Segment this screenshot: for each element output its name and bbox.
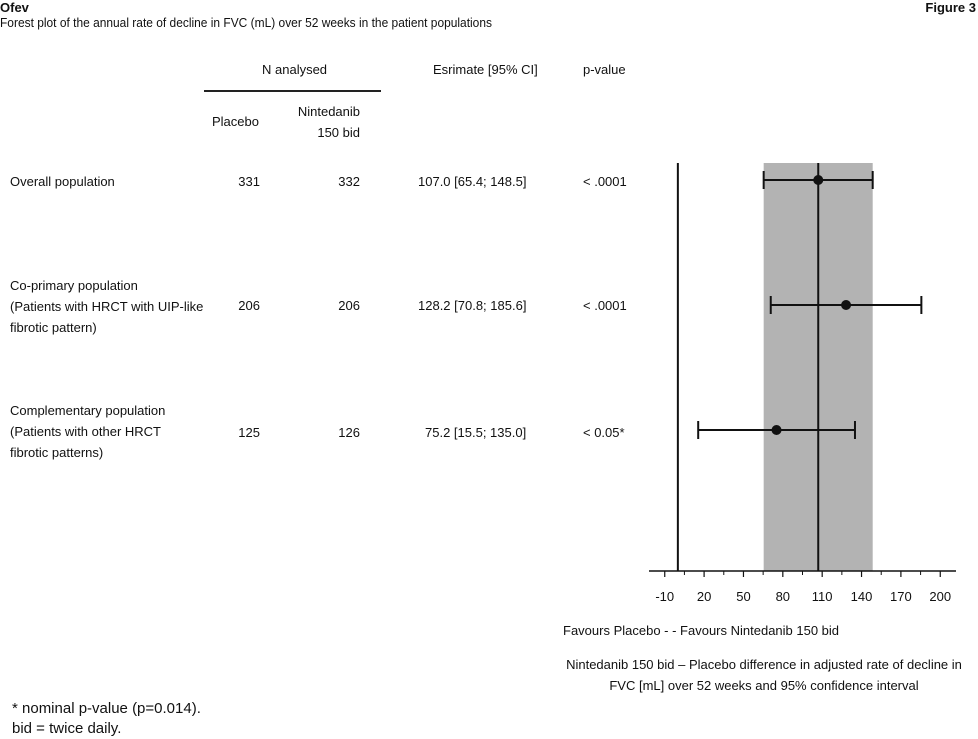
row-label-line: (Patients with HRCT with UIP-like [10,299,204,314]
header-rule [204,90,381,92]
estimate-overall: 107.0 [65.4; 148.5] [418,174,527,189]
row-label-line: Complementary population [10,403,166,418]
nintedanib-header-line2: 150 bid [317,125,360,140]
nintedanib-header-line1: Nintedanib [297,104,360,119]
row-label-coprimary: Co-primary population (Patients with HRC… [10,275,203,338]
row-label-line: Overall population [10,174,115,189]
x-tick-label: -10 [655,589,674,604]
row-label-line: fibrotic patterns) [10,445,104,460]
pvalue-complementary: < 0.05* [583,425,625,440]
footnote-pvalue: * nominal p-value (p=0.014). [12,700,201,717]
row-label-line: fibrotic pattern) [10,320,97,335]
placebo-n-complementary: 125 [238,425,260,440]
brand-name: Ofev [0,0,29,15]
pvalue-coprimary: < .0001 [583,298,627,313]
x-tick-label: 110 [812,589,833,604]
nintedanib-n-complementary: 126 [338,425,360,440]
point-estimate [813,175,824,185]
x-tick-label: 20 [697,589,711,604]
estimate-complementary: 75.2 [15.5; 135.0] [425,425,527,440]
pvalue-header: p-value [583,62,626,77]
placebo-n-coprimary: 206 [238,298,260,313]
x-axis-title-line2: FVC [mL] over 52 weeks and 95% confidenc… [609,678,919,693]
row-label-complementary: Complementary population (Patients with … [10,400,165,463]
row-label-overall: Overall population [10,171,115,192]
footnote-bid: bid = twice daily. [12,720,122,737]
figure-title: Forest plot of the annual rate of declin… [0,15,492,30]
nintedanib-n-overall: 332 [338,174,360,189]
point-estimate [771,425,782,435]
figure-label: Figure 3 [925,0,976,15]
row-label-line: Co-primary population [10,278,138,293]
placebo-header: Placebo [212,114,259,129]
row-label-line: (Patients with other HRCT [10,424,161,439]
nintedanib-n-coprimary: 206 [338,298,360,313]
x-tick-label: 50 [736,589,750,604]
x-axis-title-line1: Nintedanib 150 bid – Placebo difference … [566,657,962,672]
point-estimate [841,300,852,310]
x-tick-label: 170 [890,589,912,604]
x-tick-label: 140 [851,589,873,604]
pvalue-overall: < .0001 [583,174,627,189]
estimate-header: Esrimate [95% CI] [433,62,538,77]
placebo-n-overall: 331 [238,174,260,189]
direction-label: Favours Placebo - - Favours Nintedanib 1… [563,623,840,638]
x-tick-label: 200 [929,589,951,604]
n-analysed-header: N analysed [262,62,328,77]
estimate-coprimary: 128.2 [70.8; 185.6] [418,298,527,313]
x-tick-label: 80 [776,589,790,604]
